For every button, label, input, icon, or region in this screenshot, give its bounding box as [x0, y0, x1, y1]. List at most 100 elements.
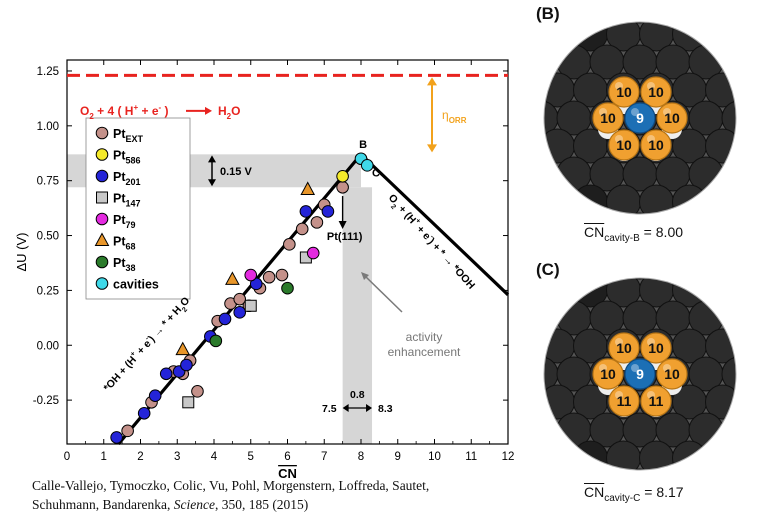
point-label-b: B	[359, 139, 367, 151]
atom-highlight	[615, 82, 623, 90]
gold-atom	[640, 129, 672, 161]
cn-eq-c: =	[640, 484, 657, 500]
eta-arrowhead-bottom	[427, 144, 437, 153]
cn-sub-b: cavity-B	[604, 232, 640, 244]
left-reaction-label: *OH + (H+ + e-) → * + H2O	[101, 294, 195, 396]
gold-atom	[640, 76, 672, 108]
dark-atom	[544, 184, 575, 214]
legend-marker-pt_147	[96, 191, 108, 204]
atom-highlight	[647, 338, 655, 346]
legend-label-pt_79: Pt79	[113, 213, 136, 230]
dark-atom	[705, 184, 736, 214]
gold-atom	[656, 358, 688, 390]
x-tick-label: 12	[502, 451, 515, 463]
cavity-outline	[543, 21, 737, 215]
dark-atom	[606, 184, 641, 214]
point-pt_ext	[233, 292, 247, 306]
legend-marker-pt_ext	[95, 126, 109, 140]
point-pt_201	[159, 367, 173, 381]
caption-ref: , 350, 185 (2015)	[214, 497, 309, 512]
x-tick-label: 9	[395, 451, 401, 463]
point-pt_68	[225, 271, 240, 285]
dark-atom	[688, 22, 724, 24]
reference-arrowhead	[205, 106, 212, 115]
cavity-b-illustration: 10 10 10 9 10 10 10	[542, 20, 738, 216]
x-tick-label: 8	[358, 451, 364, 463]
gold-atom	[608, 385, 640, 417]
dark-atom	[544, 212, 559, 214]
atom-highlight	[631, 108, 639, 116]
atom-cn-label: 11	[649, 393, 664, 409]
y-axis-label: ΔU (V)	[14, 232, 29, 271]
point-pt_201	[218, 312, 232, 326]
caption-journal: Science	[173, 497, 215, 512]
atom-highlight	[663, 108, 671, 116]
center-atom	[624, 358, 656, 390]
volcano-right-line	[359, 153, 510, 296]
cn-eq-b: =	[639, 224, 656, 240]
band-label: 0.15 V	[220, 166, 252, 178]
legend-marker-pt_38	[95, 255, 109, 269]
activity-arrow-line	[364, 275, 403, 313]
point-pt_586	[336, 169, 349, 183]
x-tick-label: 2	[137, 451, 143, 463]
dark-atom	[589, 468, 625, 470]
dark-atom	[589, 22, 625, 24]
point-pt_68	[300, 181, 316, 195]
dark-atom	[622, 212, 658, 214]
x-tick-label: 0	[64, 451, 70, 463]
x-tick-label: 4	[211, 451, 218, 463]
legend-label-pt_201: Pt201	[113, 170, 141, 187]
activity-label-2: enhancement	[388, 345, 461, 359]
reference-line-label: O2 + 4 ( H+ + e- )	[80, 103, 169, 121]
atom-highlight	[615, 338, 623, 346]
point-pt_201	[137, 406, 151, 420]
dark-atom	[544, 278, 575, 308]
gold-atom	[640, 385, 672, 417]
gold-atom	[640, 332, 672, 364]
cn-value-c: 8.17	[656, 484, 684, 500]
point-pt_201	[233, 306, 247, 319]
atom-cn-label: 10	[648, 84, 664, 100]
cn-range-arrowhead-right	[366, 404, 373, 412]
point-pt_201	[110, 431, 123, 444]
atom-highlight	[663, 364, 671, 372]
legend: PtEXT Pt586 Pt201 Pt147 Pt79 Pt68 Pt38 cavities	[85, 117, 191, 300]
legend-marker-pt_68	[94, 232, 110, 246]
dark-atom	[556, 468, 592, 470]
point-pt_ext	[262, 270, 276, 284]
cn-symbol-c: CN	[584, 484, 605, 500]
point-pt_ext	[275, 268, 289, 282]
point-pt_147	[244, 299, 257, 312]
vertical-band	[342, 187, 373, 445]
eta-label: ηORR	[442, 108, 467, 125]
dark-atom	[544, 22, 575, 52]
y-tick-label: 0.75	[37, 176, 59, 188]
dark-atom	[655, 468, 691, 470]
x-tick-label: 6	[284, 451, 290, 463]
cn-range-low: 7.5	[322, 403, 337, 415]
dark-atom	[622, 468, 658, 470]
y-tick-label: 1.25	[37, 66, 59, 78]
activity-arrowhead	[361, 272, 369, 280]
pt111-label: Pt(111)	[327, 231, 363, 243]
cn-cavity-b-label: CNcavity-B = 8.00	[584, 224, 683, 244]
right-reaction-label: O2 + (H+ + e-) + * → *OOH	[384, 191, 478, 293]
legend-label-pt_68: Pt68	[113, 235, 136, 252]
atom-highlight	[615, 391, 623, 399]
dark-atom	[655, 278, 691, 280]
point-pt_79	[306, 246, 320, 260]
point-pt_ext	[121, 424, 134, 438]
x-tick-label: 11	[465, 451, 477, 463]
cavity-outline	[543, 277, 737, 471]
dark-atom	[688, 212, 724, 214]
point-pt_ext	[336, 180, 349, 194]
cn-cavity-c-label: CNcavity-C = 8.17	[584, 484, 684, 504]
point-pt_201	[148, 389, 162, 403]
legend-marker-cavities	[95, 277, 109, 290]
x-tick-label: 10	[428, 451, 441, 463]
point-pt_ext	[295, 222, 309, 236]
legend-marker-pt_201	[95, 169, 109, 183]
